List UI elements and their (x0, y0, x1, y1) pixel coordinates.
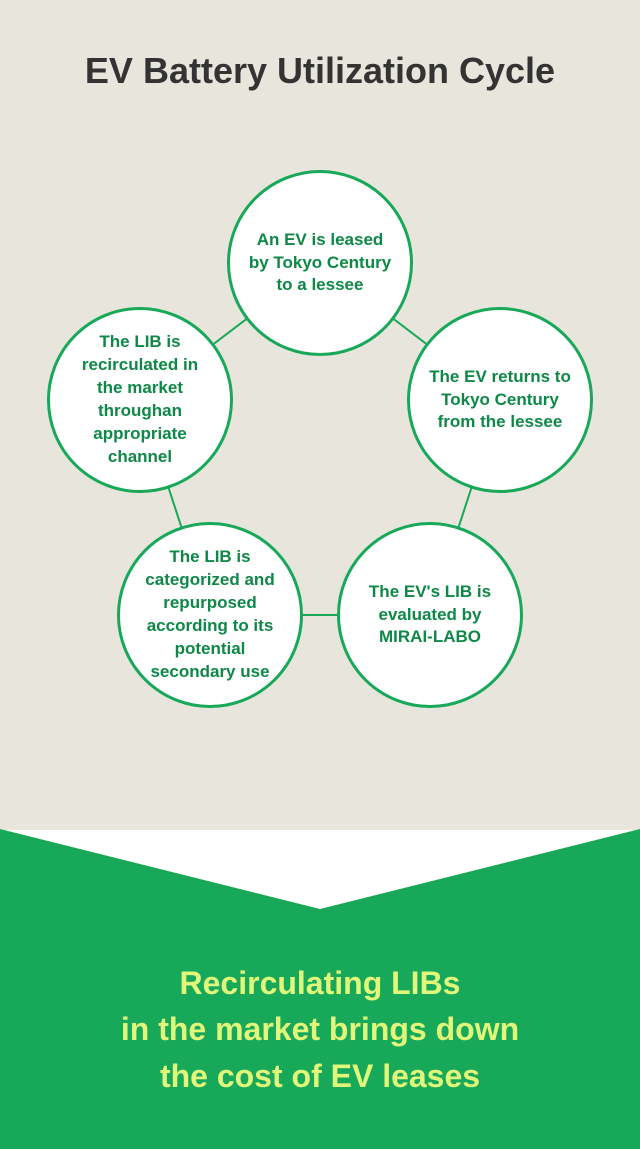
cycle-diagram: An EV is leased by Tokyo Century to a le… (40, 170, 600, 730)
cycle-node-3: The EV's LIB is evaluated by MIRAI-LABO (337, 522, 523, 708)
cycle-node-4: The LIB is categorized and repurposed ac… (117, 522, 303, 708)
bottom-section: Recirculating LIBs in the market brings … (0, 830, 640, 1150)
top-section: EV Battery Utilization Cycle An EV is le… (0, 0, 640, 830)
conclusion-line2: in the market brings down (121, 1011, 519, 1047)
cycle-node-2: The EV returns to Tokyo Century from the… (407, 307, 593, 493)
conclusion-line1: Recirculating LIBs (180, 965, 461, 1001)
cycle-node-1: An EV is leased by Tokyo Century to a le… (227, 170, 413, 356)
page-title: EV Battery Utilization Cycle (0, 50, 640, 92)
conclusion-text: Recirculating LIBs in the market brings … (0, 960, 640, 1099)
conclusion-line3: the cost of EV leases (160, 1058, 480, 1094)
cycle-node-5: The LIB is recirculated in the market th… (47, 307, 233, 493)
